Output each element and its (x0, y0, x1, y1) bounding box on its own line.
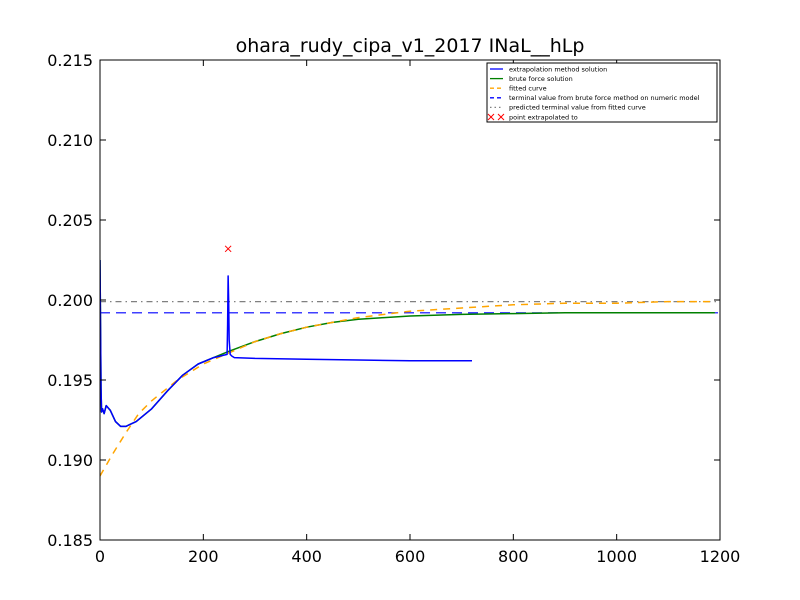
series-6-marker (224, 245, 232, 253)
axes-layer: 0 200 400 600 800 1000 1200 0.185 0.190 0.195 0.20… (47, 51, 740, 566)
legend-entry: fitted curve (490, 85, 547, 93)
legend-label: extrapolation method solution (509, 65, 607, 73)
legend-label: predicted terminal value from fitted cur… (509, 104, 646, 112)
plot-layer (100, 245, 720, 477)
y-tick-label: 0.195 (47, 371, 93, 390)
y-tick-label: 0.215 (47, 51, 93, 70)
x-tick-label: 1000 (596, 547, 637, 566)
y-tick-label: 0.200 (47, 291, 93, 310)
legend-entry: brute force solution (490, 75, 573, 83)
y-tick-label: 0.210 (47, 131, 93, 150)
legend-entry: predicted terminal value from fitted cur… (490, 104, 646, 112)
x-tick-label: 0 (95, 547, 105, 566)
x-tick-label: 800 (498, 547, 529, 566)
legend-entry: extrapolation method solution (490, 65, 607, 73)
legend-box (486, 62, 718, 123)
plot-area (100, 245, 720, 477)
series-3-line (100, 300, 715, 477)
x-tick-label: 1200 (700, 547, 741, 566)
y-tick-label: 0.185 (47, 531, 93, 550)
legend-label: terminal value from brute force method o… (509, 94, 700, 102)
legend-label: brute force solution (509, 75, 573, 83)
legend-entry: terminal value from brute force method o… (490, 94, 700, 102)
legend-label: point extrapolated to (509, 113, 578, 121)
y-tick-label: 0.205 (47, 211, 93, 230)
y-tick-label: 0.190 (47, 451, 93, 470)
x-tick-label: 400 (291, 547, 322, 566)
series-1-line (100, 259, 472, 428)
chart-title: ohara_rudy_cipa_v1_2017 INaL__hLp (236, 35, 585, 57)
x-tick-label: 200 (188, 547, 219, 566)
legend-label: fitted curve (509, 85, 547, 93)
legend: extrapolation method solution brute force… (486, 62, 718, 123)
legend-entry: point extrapolated to (487, 113, 578, 121)
x-tick-label: 600 (395, 547, 426, 566)
